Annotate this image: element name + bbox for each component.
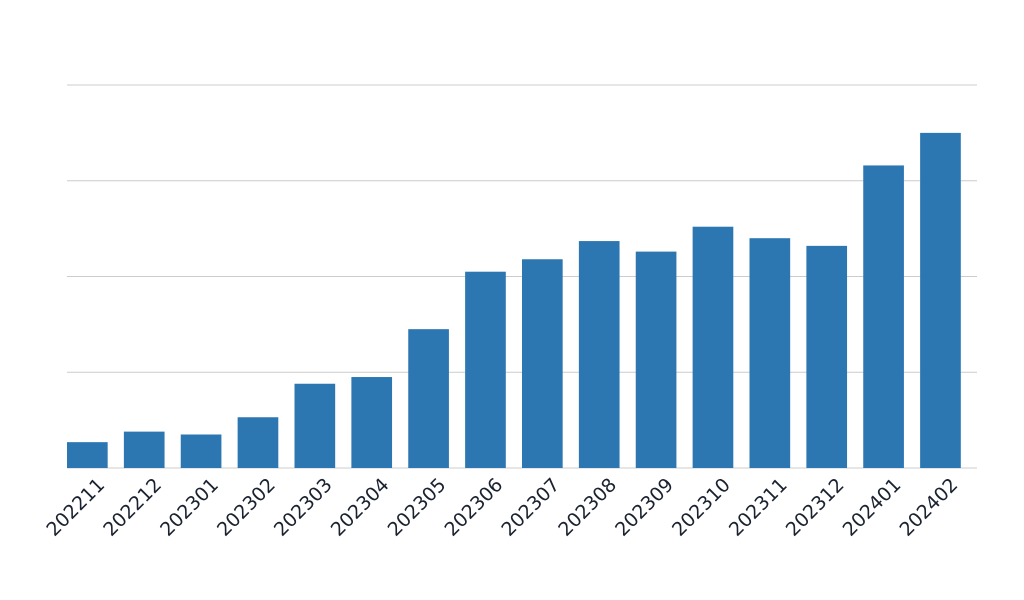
x-tick-label-202305: 202305 [384,474,451,541]
bar-202309 [635,251,677,468]
x-tick-label-202304: 202304 [327,474,394,541]
bar-202310 [692,226,734,468]
bar-202302 [237,417,279,468]
x-tick-label-202310: 202310 [668,474,735,541]
bar-202306 [465,271,506,468]
bar-202212 [123,431,165,468]
x-tick-label-202212: 202212 [99,474,166,541]
x-tick-label-202312: 202312 [782,474,849,541]
bar-202211 [67,442,108,468]
x-tick-label-202308: 202308 [554,474,621,541]
x-tick-label-202402: 202402 [895,474,962,541]
x-tick-label-202311: 202311 [725,474,792,541]
bar-202301 [180,434,222,468]
x-tick-labels: 2022112022122023012023022023032023042023… [42,474,962,541]
x-tick-label-202309: 202309 [611,474,678,541]
bar-202304 [351,377,393,468]
bar-202401 [863,165,904,468]
x-tick-label-202306: 202306 [440,474,507,541]
x-tick-label-202211: 202211 [42,474,109,541]
bar-202308 [578,241,620,468]
x-tick-label-202401: 202401 [839,474,906,541]
bar-202307 [522,259,563,468]
bar-202303 [294,383,336,468]
bar-202402 [920,132,961,469]
x-tick-label-202302: 202302 [213,474,280,541]
bars [67,132,961,469]
bar-202312 [806,245,848,468]
bar-202305 [408,329,449,468]
x-tick-label-202307: 202307 [497,474,564,541]
x-tick-label-202303: 202303 [270,474,337,541]
bar-202311 [749,238,791,468]
x-tick-label-202301: 202301 [156,474,223,541]
